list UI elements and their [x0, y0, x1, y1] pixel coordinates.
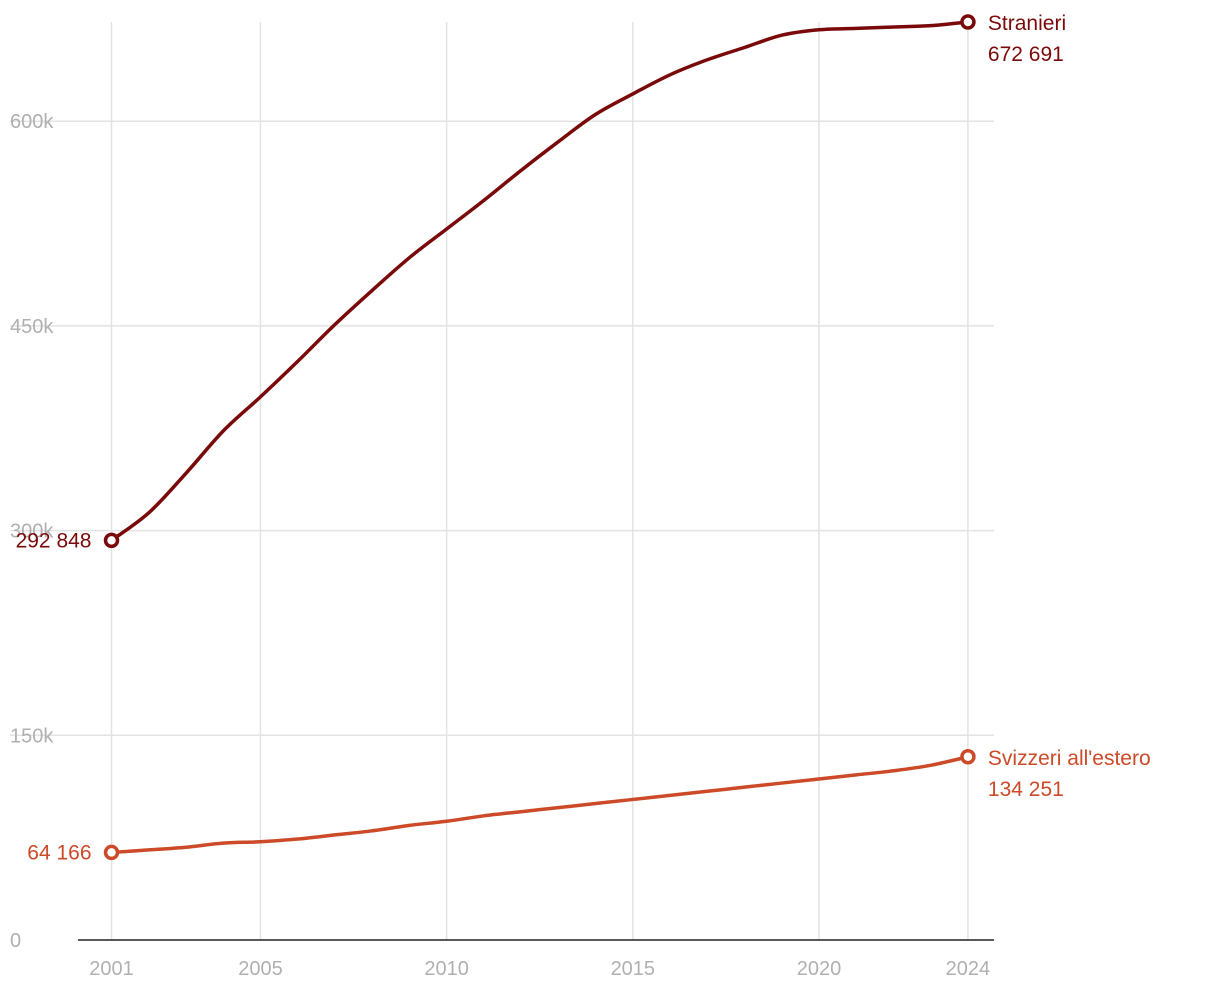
y-tick-label: 0: [10, 930, 21, 952]
y-tick-label: 300k: [10, 521, 54, 543]
x-tick-label: 2015: [611, 958, 656, 980]
series-start-value-stranieri: 292 848: [16, 529, 92, 552]
x-tick-label: 2010: [424, 958, 469, 980]
series-line-svizzeri-all-estero: [109, 755, 970, 855]
series-end-value-stranieri: 672 691: [988, 43, 1064, 66]
x-axis-tick-labels: 2001 2005 2010 2015 2020 2024: [89, 958, 990, 980]
y-tick-label: 150k: [10, 725, 54, 747]
series-name-label-svizzeri-all-estero: Svizzeri all'estero: [988, 747, 1151, 770]
series-group: 292 848 Stranieri 672 691 64 166 Svizzeri al…: [16, 12, 1151, 864]
y-tick-label: 600k: [10, 111, 54, 133]
y-gridlines: [10, 120, 994, 737]
x-tick-label: 2005: [238, 958, 283, 980]
x-gridlines: [110, 22, 969, 940]
series-end-value-svizzeri-all-estero: 134 251: [988, 778, 1064, 801]
y-axis-tick-labels: 0 150k 300k 450k 600k: [10, 111, 54, 952]
x-tick-label: 2020: [797, 958, 842, 980]
series-start-point-stranieri: [103, 532, 120, 549]
series-start-point-svizzeri-all-estero: [103, 844, 120, 861]
y-tick-label: 450k: [10, 316, 54, 338]
series-name-label-stranieri: Stranieri: [988, 12, 1066, 35]
series-line-stranieri: [109, 20, 970, 543]
series-end-point-svizzeri-all-estero: [960, 749, 976, 765]
x-tick-label: 2001: [89, 958, 134, 980]
series-end-point-stranieri: [960, 14, 976, 30]
x-tick-label: 2024: [946, 958, 991, 980]
series-start-value-svizzeri-all-estero: 64 166: [27, 841, 91, 864]
